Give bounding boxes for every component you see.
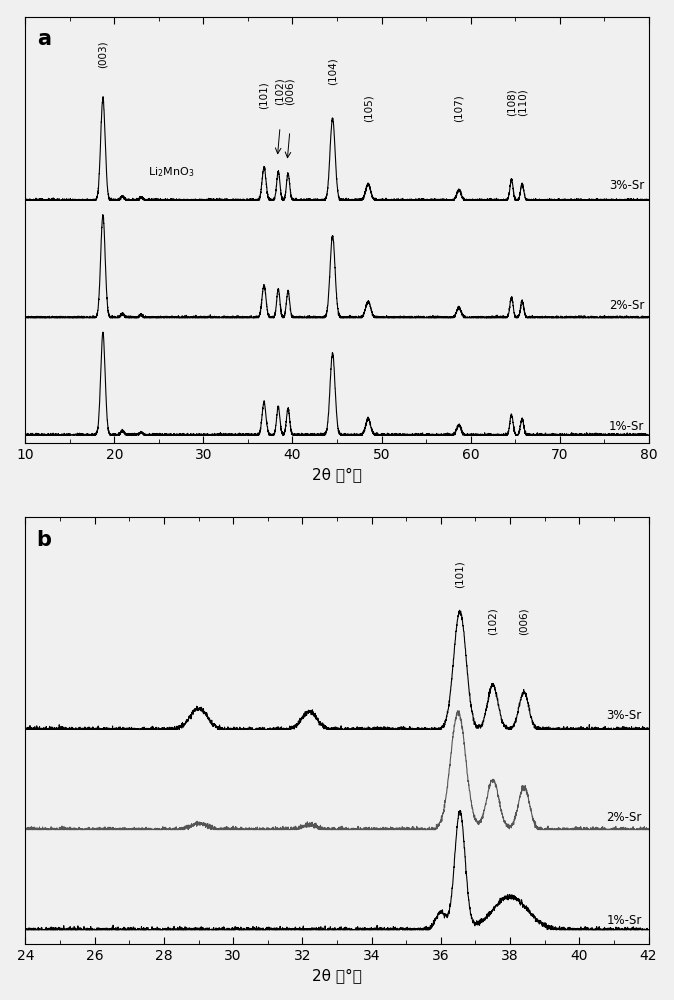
Text: b: b [36, 530, 52, 550]
Text: 1%-Sr: 1%-Sr [606, 914, 642, 927]
Text: Li$_2$MnO$_3$: Li$_2$MnO$_3$ [148, 165, 195, 179]
Text: (101): (101) [455, 560, 465, 588]
Text: (107): (107) [454, 94, 464, 122]
Text: (102): (102) [488, 607, 498, 635]
Text: (104): (104) [328, 57, 338, 85]
Text: (003): (003) [98, 40, 108, 68]
Text: (101): (101) [259, 81, 269, 109]
Text: (105): (105) [363, 94, 373, 122]
Text: 3%-Sr: 3%-Sr [609, 179, 644, 192]
Text: 2%-Sr: 2%-Sr [606, 811, 642, 824]
Text: (102): (102) [275, 78, 285, 105]
Text: 3%-Sr: 3%-Sr [607, 709, 642, 722]
Text: a: a [36, 29, 51, 49]
Text: (006): (006) [285, 78, 295, 105]
X-axis label: 2θ （°）: 2θ （°） [312, 468, 362, 483]
Text: 2%-Sr: 2%-Sr [609, 299, 644, 312]
Text: (006): (006) [519, 608, 529, 635]
Text: (110): (110) [517, 88, 527, 116]
Text: 1%-Sr: 1%-Sr [609, 420, 644, 433]
X-axis label: 2θ （°）: 2θ （°） [312, 968, 362, 983]
Text: (108): (108) [506, 88, 516, 116]
